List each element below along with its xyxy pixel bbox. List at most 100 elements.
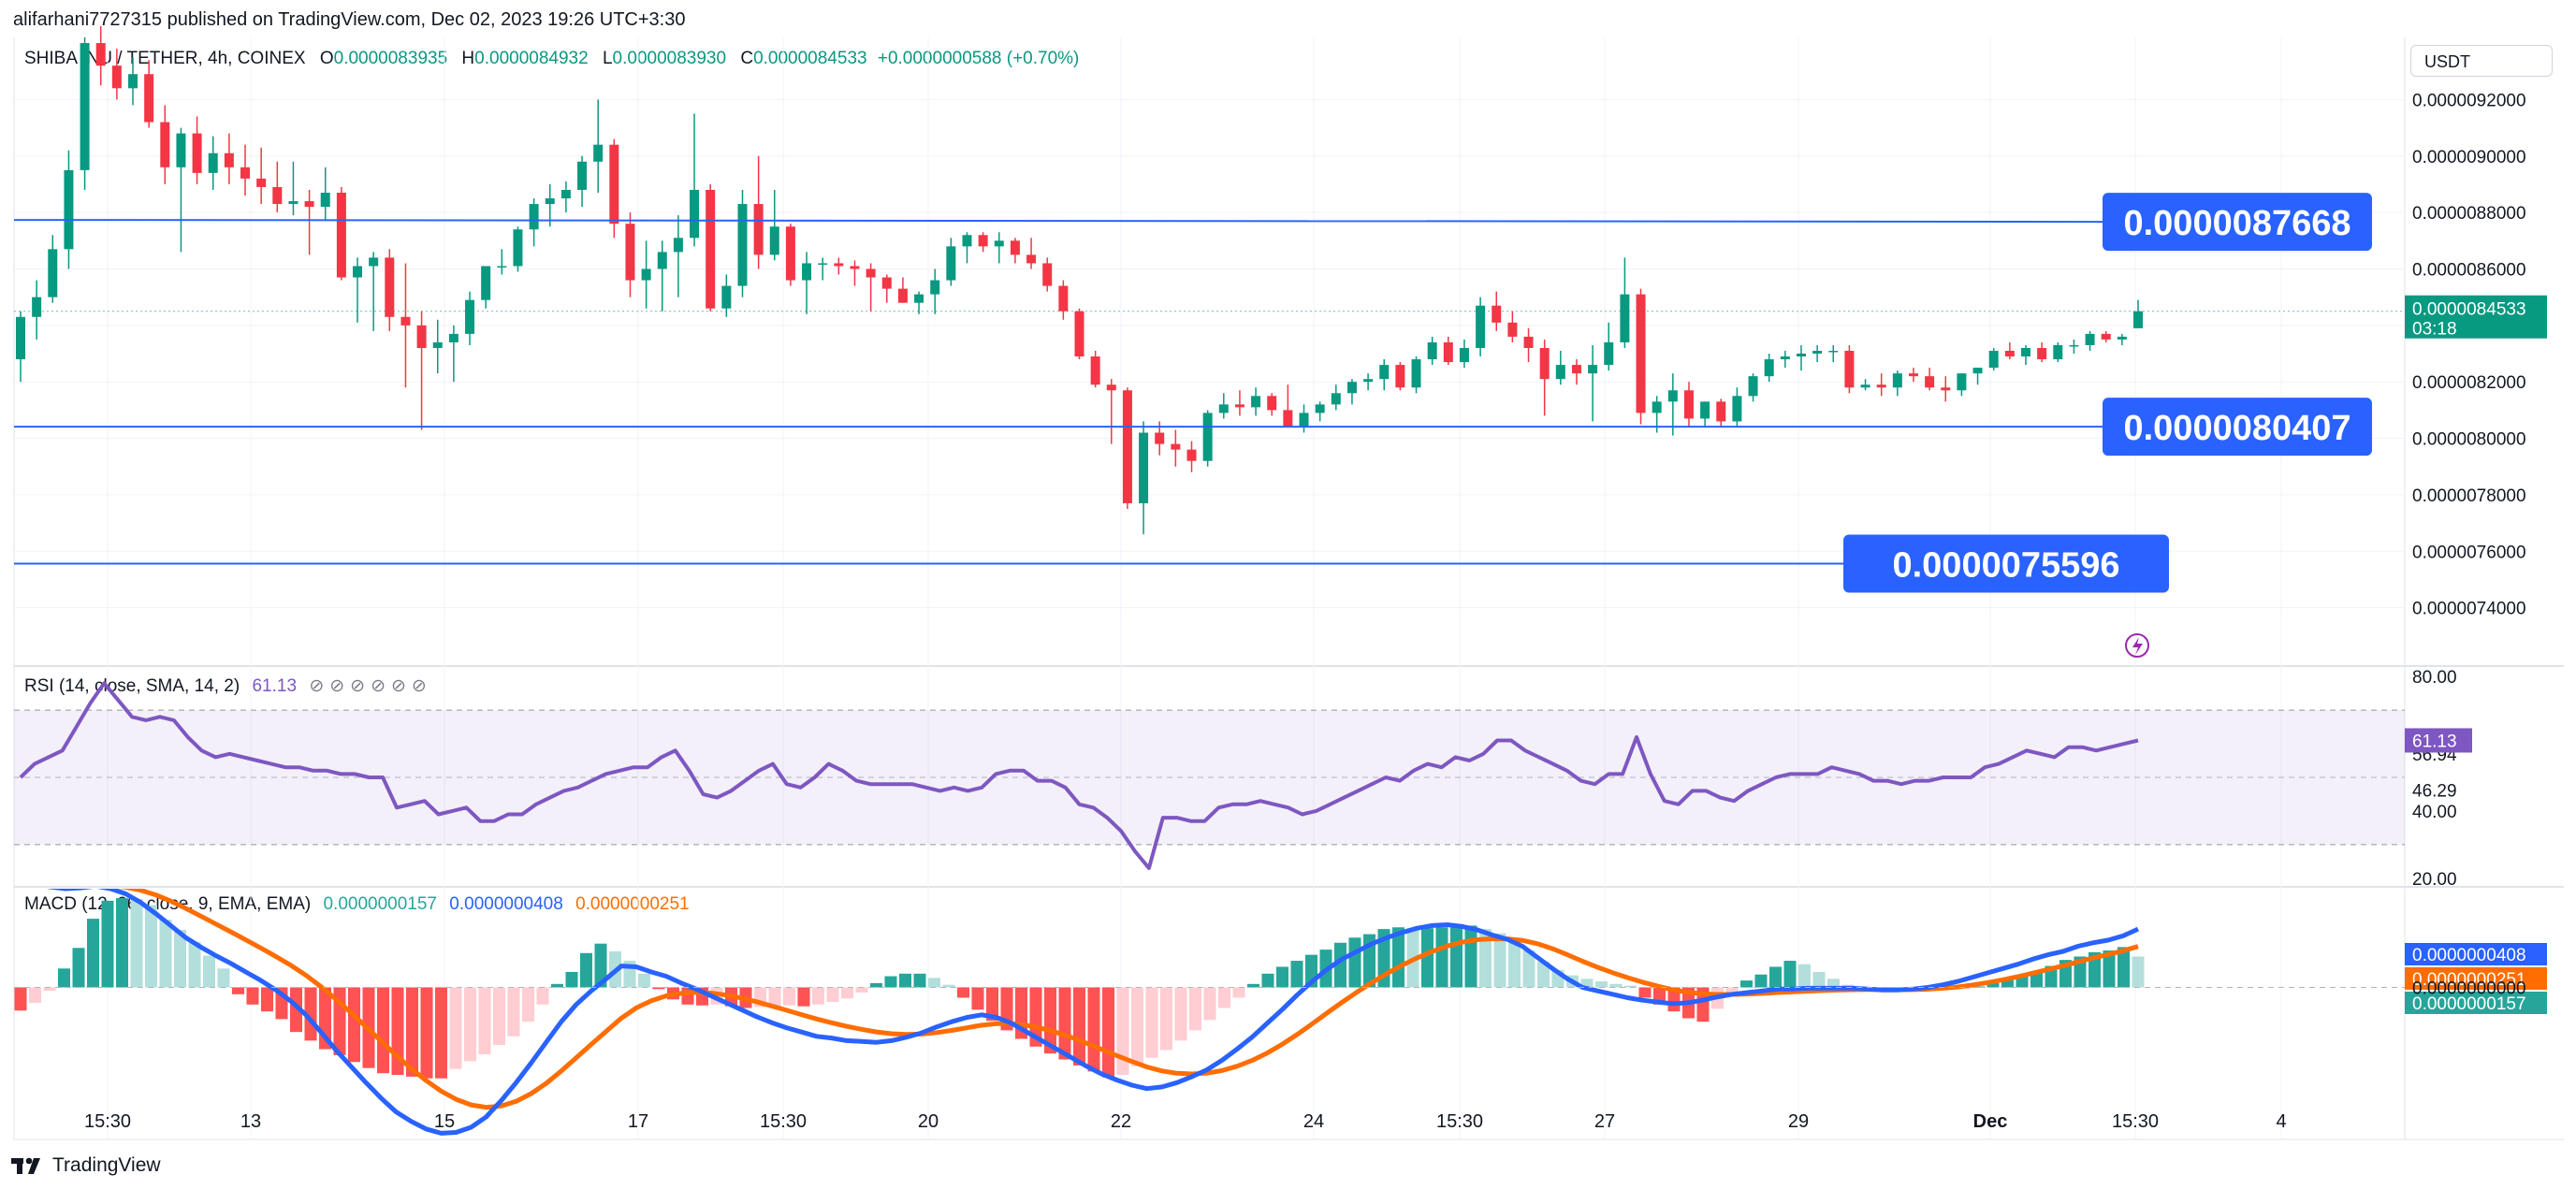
candle-body — [1683, 390, 1694, 419]
macd-histogram-bar — [1130, 987, 1144, 1066]
candle-body — [1251, 396, 1261, 408]
time-tick-label: 13 — [240, 1111, 261, 1132]
macd-histogram-bar — [898, 973, 912, 988]
candle-body — [1139, 432, 1149, 503]
candle-body — [1667, 390, 1678, 402]
candle-body — [1780, 356, 1790, 360]
candle-body — [1588, 365, 1598, 374]
currency-selector[interactable]: USDT — [2410, 45, 2553, 77]
macd-title[interactable]: MACD (12, 26, close, 9, EMA, EMA) — [24, 894, 312, 914]
macd-histogram-bar — [1638, 987, 1652, 998]
macd-histogram-bar — [246, 987, 259, 1005]
macd-histogram-bar — [1029, 987, 1042, 1047]
macd-histogram-bar — [1348, 937, 1361, 988]
macd-histogram-bar — [507, 987, 520, 1037]
candle-body — [1315, 404, 1325, 413]
candle-body — [111, 65, 122, 89]
macd-histogram-bar — [1783, 961, 1797, 988]
candle-body — [32, 297, 42, 317]
rsi-tick-label: 80.00 — [2412, 668, 2457, 688]
open-label: O — [319, 49, 334, 68]
macd-signal-value: 0.0000000251 — [575, 894, 690, 914]
macd-histogram-bar — [14, 987, 27, 1011]
candle-body — [641, 268, 651, 281]
macd-histogram-bar — [72, 948, 85, 988]
macd-histogram-bar — [1478, 929, 1492, 988]
candle-body — [465, 299, 475, 334]
candle-body — [1010, 240, 1020, 255]
macd-histogram-bar — [1246, 983, 1260, 988]
candle-body — [16, 316, 25, 360]
time-tick-label: Dec — [1973, 1111, 2008, 1132]
rsi-legend: RSI (14, close, SMA, 14, 2) 61.13 ⊘⊘⊘⊘⊘⊘ — [24, 675, 432, 697]
candle-body — [2069, 344, 2079, 347]
candle-body — [1555, 365, 1565, 380]
price-tick-label: 0.0000090000 — [2412, 148, 2526, 167]
footer-brand: TradingView — [11, 1154, 161, 1177]
candle-body — [769, 226, 779, 255]
candle-body — [1620, 294, 1630, 342]
rsi-title[interactable]: RSI (14, close, SMA, 14, 2) — [24, 676, 240, 696]
candle-body — [1571, 365, 1581, 374]
candle-body — [545, 198, 555, 205]
candle-body — [930, 280, 940, 295]
rsi-value-tag-label: 61.13 — [2412, 732, 2457, 751]
macd-histogram-bar — [2117, 947, 2131, 988]
candle-body — [144, 74, 154, 123]
candle-body — [850, 266, 860, 269]
macd-histogram-bar — [1754, 974, 1768, 988]
candle-body — [1988, 351, 1999, 369]
candle-body — [1363, 379, 1374, 383]
macd-histogram-bar — [1594, 981, 1608, 988]
time-tick-label: 15:30 — [2112, 1111, 2159, 1132]
macd-histogram-bar — [1333, 942, 1347, 988]
rsi-marker-label: 40.00 — [2412, 803, 2457, 822]
current-price-tag — [2405, 295, 2547, 339]
macd-histogram-bar — [913, 973, 926, 988]
candle-body — [1395, 365, 1405, 388]
time-tick-label: 29 — [1788, 1111, 1809, 1132]
macd-value-tag-label: 0.0000000157 — [2412, 994, 2526, 1014]
candle-body — [369, 257, 379, 267]
macd-histogram-bar — [260, 987, 274, 1012]
candle-body — [1186, 449, 1197, 461]
macd-histogram-bar — [1812, 971, 1826, 988]
time-tick-label: 27 — [1594, 1111, 1615, 1132]
macd-histogram-bar — [1174, 987, 1187, 1041]
candle-body — [1218, 404, 1229, 413]
candle-body — [1748, 376, 1758, 397]
macd-histogram-bar — [1972, 986, 1986, 988]
macd-value-tag — [2405, 943, 2547, 965]
candle-body — [48, 249, 58, 297]
macd-histogram-bar — [420, 987, 433, 1079]
macd-histogram-bar — [57, 968, 71, 988]
macd-histogram-bar — [492, 987, 506, 1045]
candle-body — [2004, 351, 2015, 357]
candle-body — [2117, 336, 2127, 340]
candle-body — [1507, 322, 1518, 337]
brand-name[interactable]: TradingView — [52, 1154, 161, 1176]
candle-body — [2133, 311, 2143, 328]
macd-histogram-bar — [1101, 987, 1115, 1078]
macd-histogram-bar — [1725, 987, 1739, 995]
macd-histogram-bar — [1116, 987, 1129, 1076]
candle-body — [1941, 387, 1951, 391]
macd-histogram-bar — [681, 987, 694, 1005]
macd-histogram-bar — [536, 987, 549, 1005]
symbol-title[interactable]: SHIBA INU / TETHER, 4h, COINEX — [24, 49, 306, 68]
candle-body — [1443, 341, 1453, 363]
candle-body — [1267, 396, 1277, 411]
macd-histogram-bar — [159, 920, 172, 988]
rsi-value: 61.13 — [252, 676, 298, 696]
price-tick-label: 0.0000088000 — [2412, 204, 2526, 224]
candle-body — [1122, 390, 1132, 503]
candle-body — [1925, 376, 1935, 388]
macd-histogram-bar — [1391, 927, 1405, 988]
macd-histogram-bar — [2088, 951, 2102, 988]
candle-body — [834, 263, 844, 267]
candle-body — [1844, 351, 1855, 388]
candle-body — [64, 169, 74, 250]
time-tick-label: 24 — [1303, 1111, 1324, 1132]
macd-histogram-bar — [1826, 979, 1841, 988]
